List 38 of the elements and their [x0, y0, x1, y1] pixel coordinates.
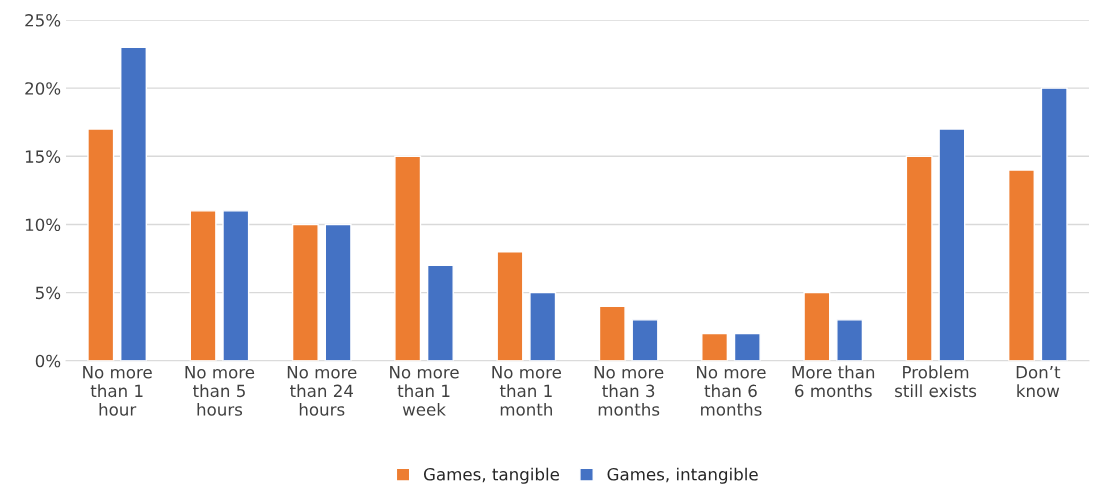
y-tick-label: 0%	[35, 354, 61, 368]
bar	[1007, 169, 1035, 361]
bar	[803, 291, 831, 361]
bar	[529, 291, 557, 361]
legend-label: Games, intangible	[607, 467, 758, 484]
bar	[496, 251, 524, 361]
bar	[87, 128, 115, 361]
y-tick-label: 10%	[25, 218, 61, 232]
bar	[324, 223, 352, 361]
bar	[938, 128, 966, 361]
x-tick-label: No more than 3 months	[594, 366, 664, 416]
bar	[394, 155, 422, 361]
bar	[120, 46, 148, 361]
bar	[733, 332, 761, 361]
bar	[836, 319, 864, 361]
bar	[701, 332, 729, 361]
bar	[291, 223, 319, 361]
x-tick-label: More than 6 months	[792, 365, 875, 398]
x-tick-label: No more than 1 week	[390, 366, 459, 416]
bar	[189, 210, 217, 361]
x-tick-label: No more than 6 months	[697, 366, 766, 416]
x-tick-label: No more than 5 hours	[185, 366, 255, 416]
y-tick-label: 20%	[25, 82, 61, 95]
bar	[631, 319, 659, 361]
x-tick-label: Don’t know	[1016, 366, 1061, 398]
x-tick-label: Problem still exists	[895, 365, 977, 398]
x-tick-label: No more than 24 hours	[287, 366, 357, 416]
bar	[1040, 87, 1068, 361]
x-tick-label: No more than 1 month	[492, 366, 562, 416]
y-tick-label: 15%	[25, 150, 61, 163]
legend-label: Games, tangible	[423, 467, 560, 484]
bar	[598, 305, 626, 361]
bar	[905, 155, 933, 361]
bar	[222, 210, 250, 361]
x-tick-label: No more than 1 hour	[83, 366, 152, 416]
y-tick-label: 25%	[25, 14, 61, 27]
y-tick-label: 5%	[35, 286, 61, 300]
bar	[426, 264, 454, 361]
